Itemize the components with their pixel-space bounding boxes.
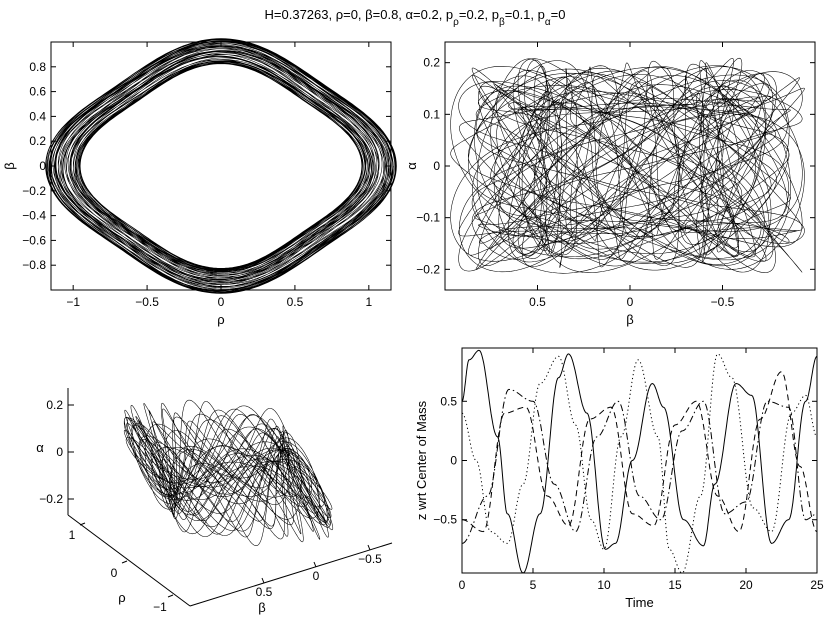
y-tick-label: −0.2 xyxy=(416,262,440,276)
axes-box xyxy=(444,41,816,291)
y-tick-label: 0.6 xyxy=(29,85,46,99)
y-tick-label: 0.8 xyxy=(29,60,46,74)
rho-tick-mark xyxy=(167,594,174,598)
panel-z-vs-time: 0 5 10 15 20 25 −0.5 0 0.5 Time z wrt Center of Ma… xyxy=(414,347,824,610)
y-tick-label: 0.2 xyxy=(29,134,46,148)
z-tick-label: −0.2 xyxy=(39,492,63,506)
rho-tick-label: 1 xyxy=(69,528,76,542)
x-tick-label: −1 xyxy=(66,295,80,309)
rho-axis-label: ρ xyxy=(118,590,125,605)
y-tick-label: 0 xyxy=(450,454,457,468)
x-tick-label: 0 xyxy=(218,295,225,309)
beta-tick-label: 0 xyxy=(313,569,320,583)
axes-box xyxy=(461,347,818,574)
figure-title: H=0.37263, ρ=0, β=0.8, α=0.2, pρ=0.2, pβ… xyxy=(265,7,566,28)
y-tick-label: −0.5 xyxy=(433,513,457,527)
rho-tick-label: −1 xyxy=(153,600,167,614)
y-tick-label: 0.1 xyxy=(423,107,440,121)
series-line-dotted xyxy=(461,353,818,574)
y-tick-label: 0 xyxy=(433,159,440,173)
y-tick-label: 0.2 xyxy=(423,56,440,70)
beta-tick-mark xyxy=(367,544,371,551)
x-axis-label: Time xyxy=(625,595,653,610)
panel-3d-rho-beta-alpha: 0.2 0 −0.2 α 1 0 −1 ρ 0.5 0 −0.5 β xyxy=(36,388,393,615)
x-axis-label: β xyxy=(626,312,633,327)
beta-axis-label: β xyxy=(258,600,265,615)
panel-beta-alpha: 0.5 0 −0.5 −0.2 −0.1 0 0.1 0.2 β α xyxy=(404,41,816,327)
z-tick-label: 0 xyxy=(56,445,63,459)
x-tick-label: 25 xyxy=(810,578,824,592)
series-line-dashed xyxy=(461,371,818,533)
beta-tick-label: 0.5 xyxy=(256,585,273,599)
y-tick-label: −0.4 xyxy=(22,209,46,223)
x-tick-label: −0.5 xyxy=(135,295,159,309)
trajectory-line xyxy=(450,57,805,274)
y-tick-label: −0.1 xyxy=(416,211,440,225)
rho-tick-label: 0 xyxy=(111,566,118,580)
series-line-solid xyxy=(461,349,818,574)
x-tick-label: 10 xyxy=(597,578,611,592)
y-axis-label: z wrt Center of Mass xyxy=(414,400,429,520)
trajectory-line xyxy=(123,399,334,546)
y-tick-label: 0.5 xyxy=(440,394,457,408)
beta-tick-mark xyxy=(261,577,265,584)
x-tick-label: 5 xyxy=(530,578,537,592)
beta-axis-line xyxy=(189,542,393,607)
x-axis-label: ρ xyxy=(217,312,224,327)
y-tick-label: −0.2 xyxy=(22,184,46,198)
x-tick-label: 0.5 xyxy=(529,295,546,309)
y-tick-label: −0.8 xyxy=(22,258,46,272)
rho-tick-mark xyxy=(79,522,86,526)
x-tick-label: −0.5 xyxy=(711,295,735,309)
beta-tick-mark xyxy=(313,561,317,568)
x-tick-label: 20 xyxy=(739,578,753,592)
rho-tick-mark xyxy=(121,560,128,564)
rho-axis-line xyxy=(67,514,191,607)
x-tick-label: 0 xyxy=(459,578,466,592)
y-tick-label: 0.4 xyxy=(29,109,46,123)
trajectory-line xyxy=(45,38,397,294)
z-axis-label: α xyxy=(36,440,44,455)
axes-box xyxy=(50,41,392,291)
panel-rho-beta: −1 −0.5 0 0.5 1 −0.8 −0.6 −0.4 −0.2 0 0.2 0.4 0.6 0.8… xyxy=(2,38,397,327)
series-line-dashdot xyxy=(461,388,817,544)
z-tick-label: 0.2 xyxy=(46,398,63,412)
x-tick-label: 0.5 xyxy=(287,295,304,309)
y-axis-label: α xyxy=(404,162,419,170)
y-tick-label: −0.6 xyxy=(22,233,46,247)
beta-tick-label: −0.5 xyxy=(358,552,382,566)
y-tick-label: 0 xyxy=(39,159,46,173)
x-tick-label: 15 xyxy=(668,578,682,592)
x-tick-label: 0 xyxy=(627,295,634,309)
y-axis-label: β xyxy=(2,162,17,169)
x-tick-label: 1 xyxy=(365,295,372,309)
